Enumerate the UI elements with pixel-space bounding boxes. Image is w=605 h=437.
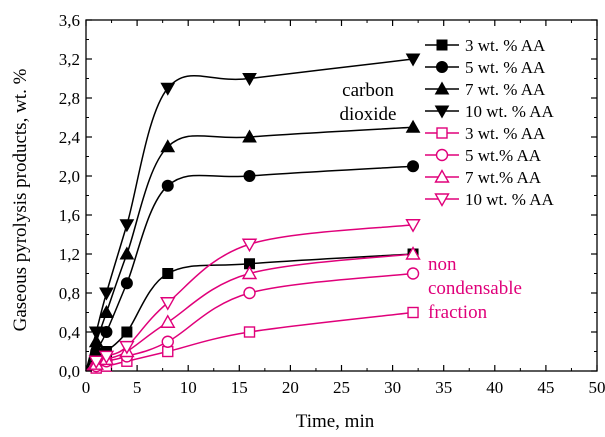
y-axis-title: Gaseous pyrolysis products, wt. % <box>10 68 31 331</box>
x-tick-label: 10 <box>180 378 197 397</box>
legend-entry-5: 3 wt. % AA <box>425 124 546 143</box>
legend-label: 7 wt. % AA <box>465 80 546 99</box>
annotation-2-line-1: non <box>428 254 457 275</box>
annotation-1-line-2: dioxide <box>340 104 397 125</box>
data-point-series-7 <box>161 316 174 328</box>
legend-label: 10 wt. % AA <box>465 102 555 121</box>
legend-label: 5 wt.% AA <box>465 146 542 165</box>
legend-entry-3: 7 wt. % AA <box>425 80 546 99</box>
legend-label: 3 wt. % AA <box>465 36 546 55</box>
legend-marker <box>437 128 447 138</box>
legend: 3 wt. % AA 5 wt. % AA 7 wt. % AA 10 wt. % A… <box>425 36 555 209</box>
data-point-series-3 <box>120 248 133 260</box>
legend-entry-2: 5 wt. % AA <box>425 58 546 77</box>
legend-entry-6: 5 wt.% AA <box>425 146 542 165</box>
data-point-series-5 <box>408 308 418 318</box>
legend-label: 5 wt. % AA <box>465 58 546 77</box>
y-tick-label: 2,0 <box>59 167 80 186</box>
data-point-series-2 <box>121 278 132 289</box>
y-tick-label: 0,4 <box>59 323 81 342</box>
y-tick-label: 0,0 <box>59 362 80 381</box>
y-tick-label: 2,4 <box>59 128 81 147</box>
data-point-series-6 <box>408 268 419 279</box>
data-point-series-5 <box>245 327 255 337</box>
annotation-2-line-3: fraction <box>428 302 488 323</box>
series-curve-5 <box>86 313 413 372</box>
x-tick-label: 50 <box>589 378 605 397</box>
x-tick-label: 40 <box>486 378 503 397</box>
y-tick-label: 3,6 <box>59 11 80 30</box>
x-tick-label: 15 <box>231 378 248 397</box>
data-point-series-4 <box>120 220 133 232</box>
y-tick-label: 0,8 <box>59 284 80 303</box>
x-tick-label: 45 <box>537 378 554 397</box>
x-tick-label: 0 <box>82 378 91 397</box>
legend-marker <box>437 62 448 73</box>
legend-label: 10 wt. % AA <box>465 190 555 209</box>
x-tick-label: 5 <box>133 378 142 397</box>
data-point-series-1 <box>122 327 132 337</box>
data-point-series-4 <box>161 83 174 95</box>
y-tick-label: 1,2 <box>59 245 80 264</box>
legend-label: 7 wt.% AA <box>465 168 542 187</box>
x-axis-title: Time, min <box>296 411 375 432</box>
data-point-series-3 <box>407 121 420 133</box>
legend-marker <box>437 40 447 50</box>
data-point-series-1 <box>163 269 173 279</box>
data-point-series-5 <box>163 347 173 357</box>
y-tick-label: 1,6 <box>59 206 80 225</box>
x-tick-label: 25 <box>333 378 350 397</box>
data-point-series-6 <box>162 336 173 347</box>
legend-entry-4: 10 wt. % AA <box>425 102 555 121</box>
annotation-1-line-1: carbon <box>342 80 394 101</box>
data-point-series-2 <box>408 161 419 172</box>
legend-entry-8: 10 wt. % AA <box>425 190 555 209</box>
y-tick-label: 2,8 <box>59 89 80 108</box>
legend-label: 3 wt. % AA <box>465 124 546 143</box>
x-tick-label: 30 <box>384 378 401 397</box>
legend-marker <box>437 150 448 161</box>
data-point-series-2 <box>162 180 173 191</box>
data-point-series-2 <box>244 171 255 182</box>
x-tick-label: 35 <box>435 378 452 397</box>
data-point-series-3 <box>161 140 174 152</box>
legend-entry-1: 3 wt. % AA <box>425 36 546 55</box>
annotation-2-line-2: condensable <box>428 278 522 299</box>
legend-entry-7: 7 wt.% AA <box>425 168 542 187</box>
x-tick-label: 20 <box>282 378 299 397</box>
data-point-series-6 <box>244 288 255 299</box>
data-point-series-8 <box>120 342 133 354</box>
y-tick-label: 3,2 <box>59 50 80 69</box>
